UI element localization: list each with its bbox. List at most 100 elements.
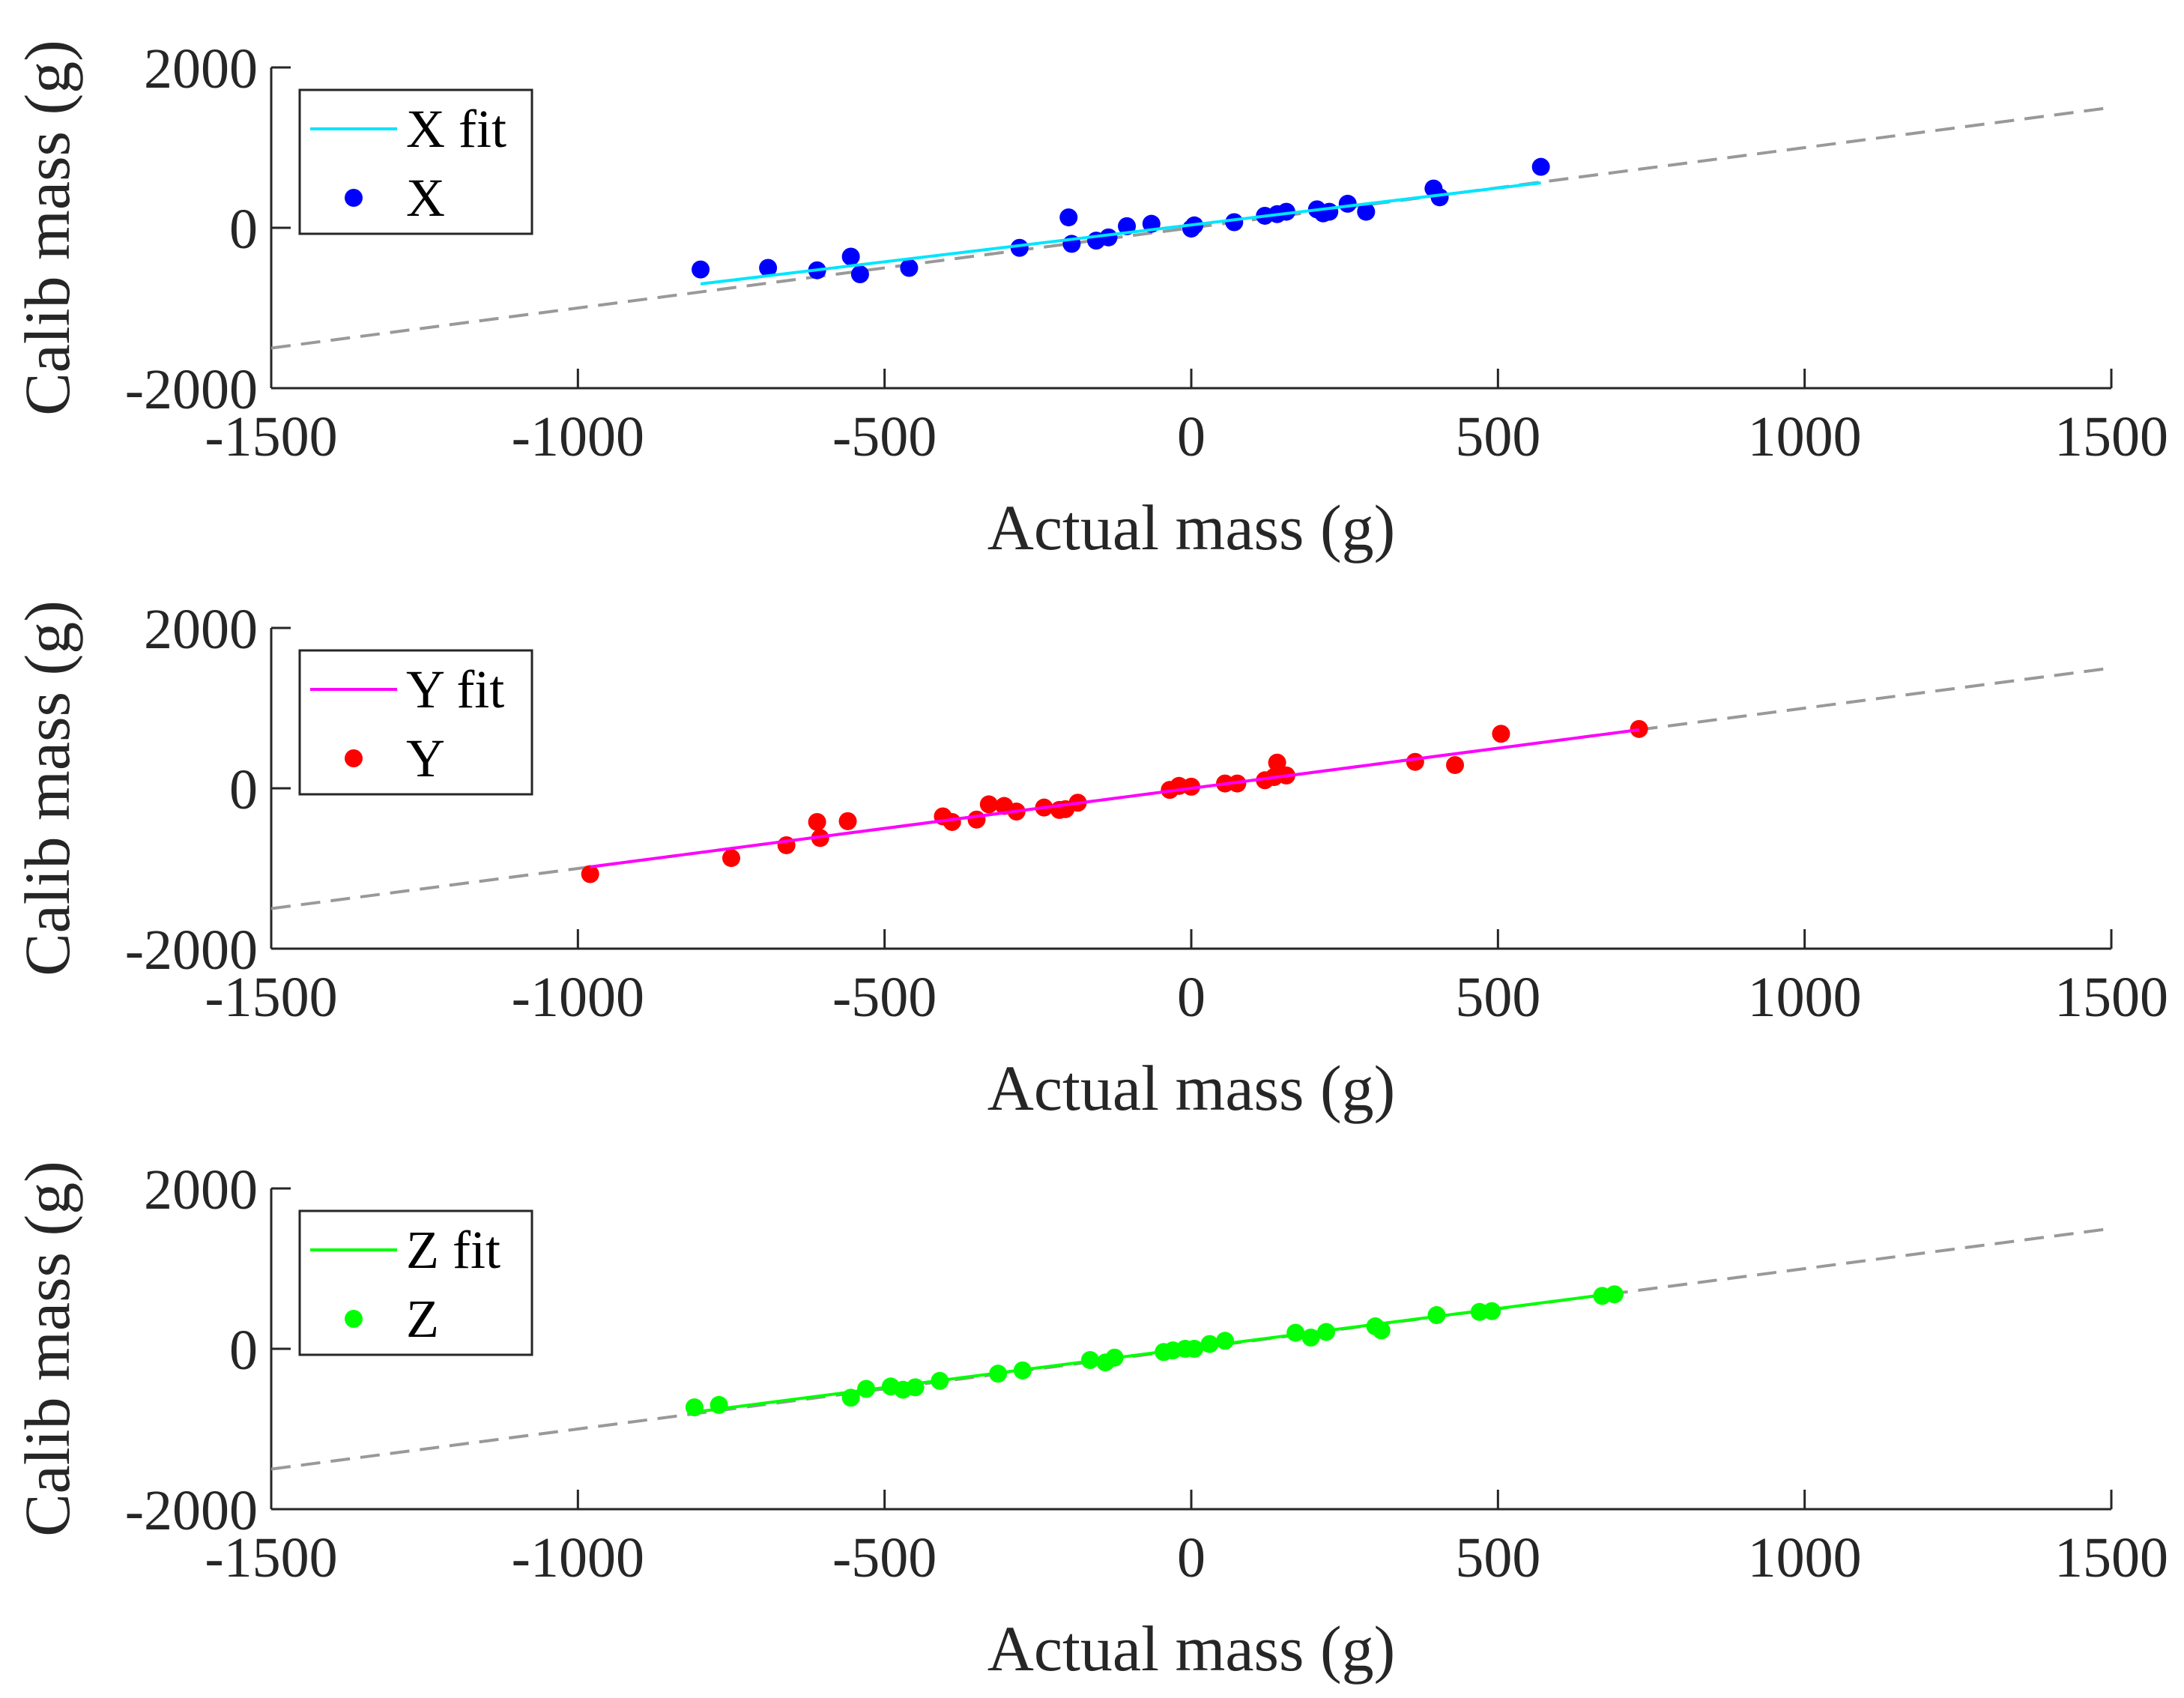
data-point: [1446, 755, 1465, 774]
legend-marker-swatch: [345, 749, 363, 767]
y-axis-label: Calib mass (g): [11, 40, 83, 416]
reference-line: [271, 666, 2111, 910]
x-tick-label: 1000: [1748, 405, 1862, 468]
y-tick-label: 0: [229, 758, 258, 821]
legend: X fit X: [298, 88, 533, 235]
y-tick-label: 2000: [144, 598, 258, 661]
data-point: [1492, 725, 1510, 743]
x-tick-label: 500: [1455, 966, 1540, 1029]
fit-line: [590, 728, 1639, 868]
chart-panel-2: -1500 -1000 -500 0 500 1000 1500 -2000 0 2000 Actu…: [11, 598, 2168, 1124]
data-point: [1225, 213, 1244, 232]
data-point: [808, 812, 826, 831]
y-tick-label: -2000: [125, 1479, 258, 1542]
data-point: [1430, 188, 1449, 207]
legend-series-label: Z: [406, 1289, 439, 1349]
data-point: [943, 812, 961, 831]
x-tick-label: -1500: [205, 1526, 337, 1589]
legend-series-label: X: [406, 168, 445, 228]
legend-fit-label: X fit: [406, 99, 506, 159]
data-point: [692, 260, 710, 279]
data-point: [1277, 202, 1295, 221]
data-point: [1406, 752, 1424, 771]
x-axis-label: Actual mass (g): [987, 1613, 1396, 1685]
plot-area: [271, 666, 2111, 910]
legend-marker-swatch: [345, 1310, 363, 1328]
fit-line: [700, 181, 1541, 285]
x-tick-label: 1500: [2054, 966, 2168, 1029]
x-tick-label: 1000: [1748, 966, 1862, 1029]
y-tick-label: 0: [229, 198, 258, 261]
x-tick-label: 1500: [2054, 1526, 2168, 1589]
legend-box: [298, 88, 533, 235]
data-point: [1483, 1302, 1501, 1320]
data-point: [1338, 194, 1357, 213]
data-point: [1268, 753, 1286, 772]
x-tick-label: -1000: [512, 1526, 644, 1589]
legend-box: [298, 1209, 533, 1356]
data-point: [838, 812, 857, 830]
data-point: [1010, 238, 1029, 257]
y-tick-label: 2000: [144, 37, 258, 100]
data-point: [850, 265, 869, 284]
chart-panels: -1500 -1000 -500 0 500 1000 1500 -2000 0 2000 Actu…: [11, 37, 2168, 1685]
data-point: [581, 865, 599, 883]
fit-line: [694, 1292, 1615, 1414]
x-tick-label: 0: [1177, 1526, 1206, 1589]
data-point: [1182, 777, 1200, 796]
y-tick-label: 2000: [144, 1158, 258, 1221]
data-point: [1286, 1323, 1305, 1342]
legend-series-label: Y: [406, 728, 445, 788]
y-axis-label: Calib mass (g): [11, 1161, 83, 1537]
x-tick-label: -500: [832, 1526, 937, 1589]
x-tick-label: 1000: [1748, 1526, 1862, 1589]
reference-line: [271, 1227, 2111, 1471]
data-point: [841, 247, 860, 266]
plot-area: [271, 1227, 2111, 1471]
x-tick-label: -1000: [512, 966, 644, 1029]
x-tick-label: -1500: [205, 966, 337, 1029]
y-axis-label: Calib mass (g): [11, 600, 83, 976]
data-point: [1059, 208, 1078, 227]
x-tick-label: 500: [1455, 405, 1540, 468]
x-tick-label: 0: [1177, 405, 1206, 468]
data-point: [1320, 202, 1339, 221]
x-tick-label: -1000: [512, 405, 644, 468]
data-point: [1216, 1332, 1235, 1350]
x-tick-label: 500: [1455, 1526, 1540, 1589]
data-point: [1372, 1321, 1391, 1340]
data-point: [685, 1398, 704, 1417]
data-point: [1630, 719, 1648, 738]
data-point: [759, 259, 778, 277]
y-tick-label: -2000: [125, 919, 258, 982]
x-axis-label: Actual mass (g): [987, 1052, 1396, 1124]
data-point: [1357, 202, 1376, 221]
data-point: [1099, 228, 1118, 247]
data-point: [979, 795, 998, 814]
x-axis-label: Actual mass (g): [987, 492, 1396, 564]
data-point: [906, 1378, 925, 1397]
data-point: [1531, 157, 1550, 176]
x-tick-label: 1500: [2054, 405, 2168, 468]
x-tick-label: -500: [832, 966, 937, 1029]
x-tick-label: 0: [1177, 966, 1206, 1029]
data-point: [722, 849, 740, 868]
legend-fit-label: Y fit: [406, 659, 504, 719]
chart-panel-1: -1500 -1000 -500 0 500 1000 1500 -2000 0 2000 Actu…: [11, 37, 2168, 564]
legend: Y fit Y: [298, 649, 533, 796]
reference-line: [271, 106, 2111, 350]
data-point: [967, 810, 986, 829]
plot-area: [271, 106, 2111, 350]
legend-box: [298, 649, 533, 796]
y-tick-label: -2000: [125, 358, 258, 421]
legend-marker-swatch: [345, 189, 363, 207]
chart-panel-3: -1500 -1000 -500 0 500 1000 1500 -2000 0 2000 Actu…: [11, 1158, 2168, 1685]
x-tick-label: -1500: [205, 405, 337, 468]
legend-fit-label: Z fit: [406, 1220, 500, 1280]
y-tick-label: 0: [229, 1319, 258, 1382]
data-point: [900, 259, 919, 277]
legend: Z fit Z: [298, 1209, 533, 1356]
data-point: [1200, 1335, 1219, 1353]
